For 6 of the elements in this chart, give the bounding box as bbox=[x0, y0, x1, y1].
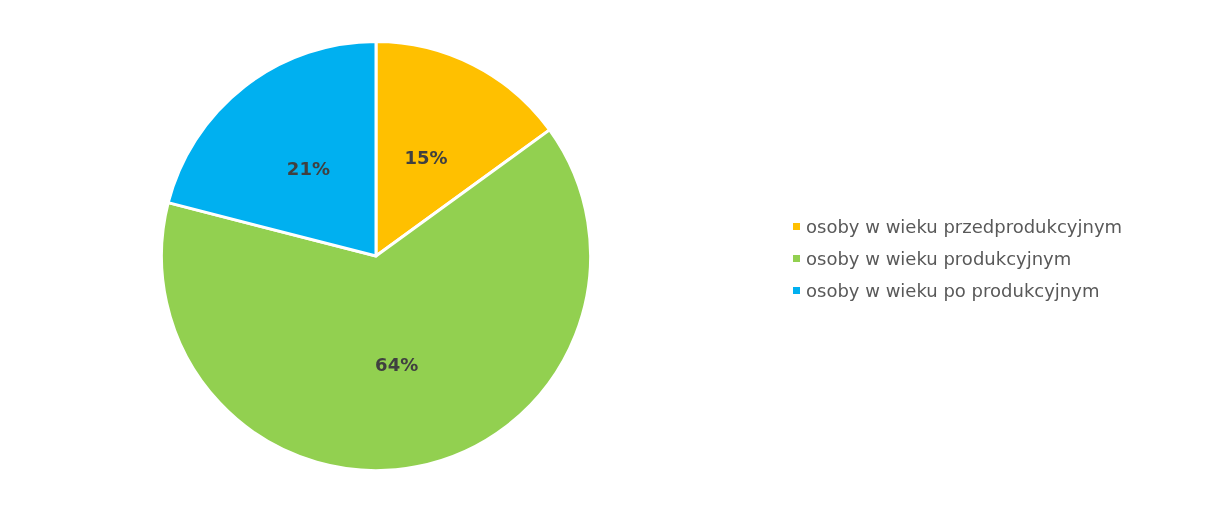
data-label: 21% bbox=[286, 158, 330, 180]
data-label: 64% bbox=[375, 353, 419, 375]
legend-label: osoby w wieku produkcyjnym bbox=[806, 248, 1072, 269]
data-label: 15% bbox=[404, 147, 448, 169]
legend-label: osoby w wieku przedprodukcyjnym bbox=[806, 216, 1123, 237]
legend-label: osoby w wieku po produkcyjnym bbox=[806, 280, 1100, 301]
